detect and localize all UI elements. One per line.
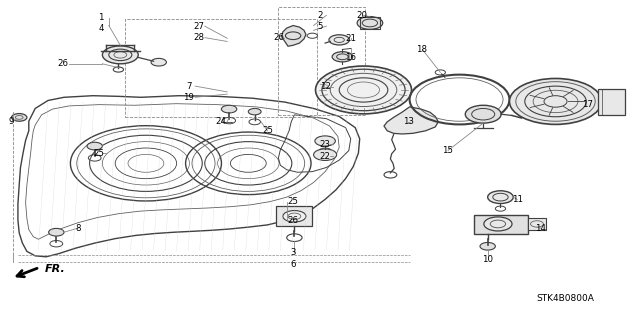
Text: 25: 25 — [93, 149, 105, 158]
Circle shape — [488, 191, 513, 204]
Circle shape — [87, 142, 102, 150]
Text: 22: 22 — [319, 152, 331, 161]
Text: 26: 26 — [57, 59, 68, 68]
Text: 24: 24 — [215, 117, 227, 126]
Circle shape — [248, 108, 261, 115]
Text: 18: 18 — [415, 45, 427, 54]
Text: 7: 7 — [186, 82, 191, 91]
Text: 25: 25 — [287, 197, 299, 206]
Bar — [474, 215, 528, 234]
Circle shape — [332, 52, 353, 62]
Text: 16: 16 — [345, 53, 356, 62]
Text: 9: 9 — [9, 117, 14, 126]
Text: 17: 17 — [582, 100, 593, 109]
Circle shape — [465, 105, 501, 123]
Circle shape — [329, 35, 349, 45]
Bar — [278, 7, 365, 115]
Circle shape — [316, 66, 412, 114]
Text: FR.: FR. — [45, 263, 65, 274]
Text: 26: 26 — [273, 33, 284, 42]
Circle shape — [221, 105, 237, 113]
Polygon shape — [282, 26, 306, 46]
Text: 2: 2 — [317, 11, 323, 20]
Text: 23: 23 — [319, 140, 331, 149]
Text: 26: 26 — [287, 216, 299, 225]
Text: 6: 6 — [291, 260, 296, 269]
Text: 12: 12 — [319, 82, 331, 91]
Text: 8: 8 — [76, 224, 81, 233]
Circle shape — [484, 217, 512, 231]
Bar — [528, 218, 546, 230]
Text: 5: 5 — [317, 22, 323, 31]
Circle shape — [102, 46, 138, 64]
Bar — [276, 206, 312, 226]
Bar — [598, 89, 625, 115]
Bar — [125, 19, 317, 117]
Circle shape — [509, 78, 602, 124]
Circle shape — [283, 211, 306, 222]
Circle shape — [315, 136, 335, 146]
Text: 25: 25 — [262, 126, 273, 135]
Text: 1: 1 — [99, 13, 104, 22]
Text: 3: 3 — [291, 248, 296, 256]
Bar — [360, 17, 380, 29]
Text: 27: 27 — [193, 22, 204, 31]
Text: 4: 4 — [99, 24, 104, 33]
Circle shape — [12, 114, 27, 121]
Text: 19: 19 — [184, 93, 194, 102]
Text: 15: 15 — [442, 146, 454, 155]
Polygon shape — [384, 107, 438, 134]
Circle shape — [49, 228, 64, 236]
Text: 20: 20 — [356, 11, 367, 20]
Text: 11: 11 — [511, 195, 523, 204]
Text: 28: 28 — [193, 33, 204, 42]
Text: 21: 21 — [345, 34, 356, 43]
Circle shape — [480, 242, 495, 250]
Circle shape — [357, 17, 383, 29]
Text: 10: 10 — [482, 255, 493, 263]
Circle shape — [151, 58, 166, 66]
Text: 13: 13 — [403, 117, 414, 126]
Circle shape — [314, 149, 337, 160]
Text: STK4B0800A: STK4B0800A — [536, 294, 594, 303]
Text: 14: 14 — [535, 224, 547, 233]
